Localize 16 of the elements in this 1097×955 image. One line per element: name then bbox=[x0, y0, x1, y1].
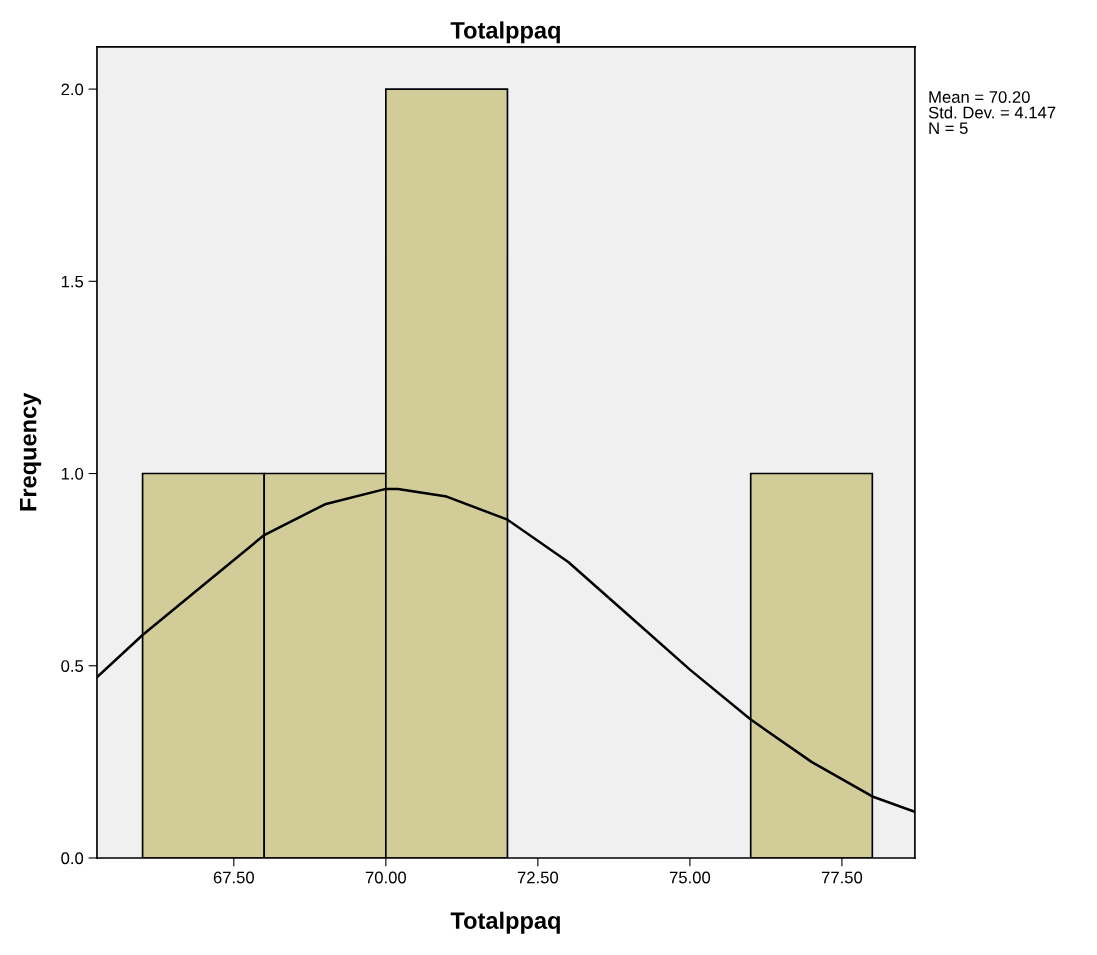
y-axis-title: Frequency bbox=[20, 392, 42, 511]
text: Mean = 70.20 bbox=[929, 91, 1030, 103]
x-tick-label: 72.50 bbox=[517, 871, 559, 884]
text: Std. Dev. = 4.147 bbox=[928, 106, 1056, 119]
x-tick-label: 75.00 bbox=[669, 871, 711, 884]
x-axis-title: Totalppaq bbox=[450, 911, 560, 934]
y-tick-label: 1.0 bbox=[61, 467, 84, 480]
x-tick-label: 70.00 bbox=[365, 871, 407, 884]
text: N = 5 bbox=[929, 122, 968, 135]
y-tick-label: 1.5 bbox=[61, 275, 84, 288]
y-tick-label: 2.0 bbox=[61, 83, 84, 96]
x-tick-label: 77.50 bbox=[821, 871, 863, 884]
y-tick-label: 0.5 bbox=[61, 660, 84, 672]
y-tick-label: 0.0 bbox=[61, 852, 84, 865]
x-tick-label: 67.50 bbox=[213, 871, 255, 884]
chart-title: Totalppaq bbox=[450, 21, 560, 44]
